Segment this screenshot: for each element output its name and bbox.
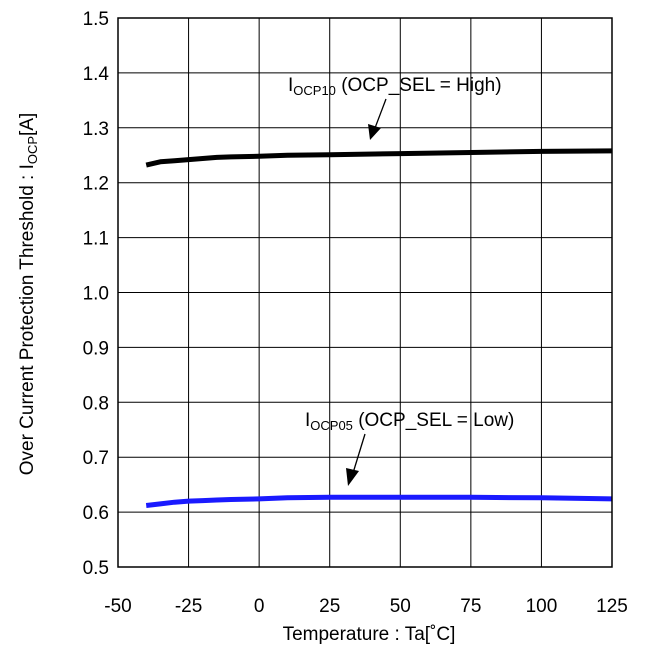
x-axis-title: Temperature : Ta[˚C] — [283, 624, 456, 645]
y-tick-label: 0.7 — [83, 448, 109, 469]
y-tick-label: 1.2 — [83, 174, 109, 195]
series-arrowhead-low — [346, 468, 359, 486]
series-arrow-low — [352, 433, 366, 474]
series-label-low: IOCP05 (OCP_SEL = Low) — [305, 410, 514, 433]
x-tick-label: -25 — [175, 596, 202, 617]
y-axis-title: Over Current Protection Threshold : IOCP… — [17, 113, 40, 476]
y-tick-label: 0.5 — [83, 558, 109, 579]
y-tick-label: 0.6 — [83, 503, 109, 524]
series-line-i-ocp10 — [145, 148, 613, 168]
tick-labels: -50 -25 0 25 50 75 100 125 0.5 0.6 0.7 0.8 0.9 1.0 1.1… — [83, 9, 628, 617]
y-tick-label: 1.4 — [83, 64, 110, 85]
series-label-high: IOCP10 (OCP_SEL = High) — [288, 75, 502, 98]
series-layer — [145, 148, 613, 508]
x-tick-label: 125 — [596, 596, 628, 617]
series-line-i-ocp05 — [145, 494, 613, 508]
y-tick-label: 1.3 — [83, 119, 109, 140]
y-tick-label: 0.9 — [83, 338, 109, 359]
y-tick-label: 1.5 — [83, 9, 109, 30]
series-arrow-high — [374, 98, 387, 129]
x-tick-label: 25 — [319, 596, 340, 617]
x-tick-label: -50 — [104, 596, 131, 617]
series-arrowhead-high — [368, 124, 381, 140]
x-tick-label: 50 — [390, 596, 411, 617]
plot-area-frame — [117, 17, 613, 568]
x-tick-label: 75 — [460, 596, 481, 617]
y-tick-label: 1.0 — [83, 284, 109, 305]
y-tick-label: 1.1 — [83, 229, 109, 250]
y-tick-label: 0.8 — [83, 393, 109, 414]
x-tick-label: 0 — [254, 596, 265, 617]
x-tick-label: 100 — [526, 596, 558, 617]
grid — [118, 18, 612, 567]
